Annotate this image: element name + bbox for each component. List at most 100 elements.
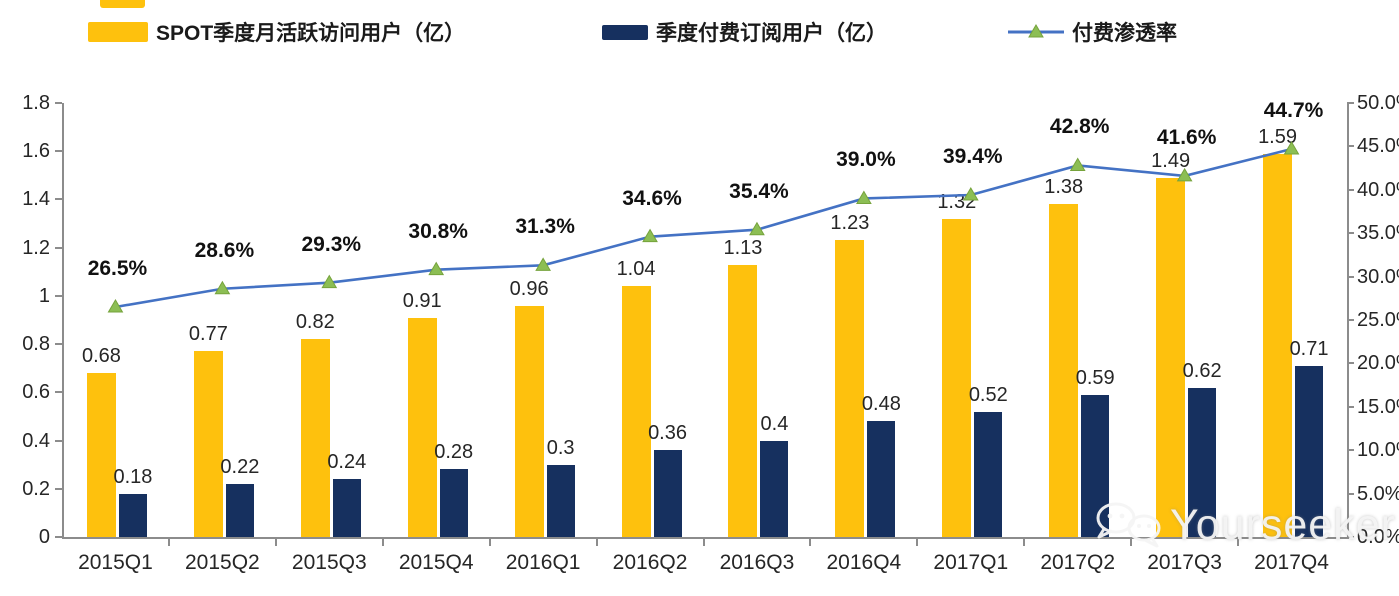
penetration-marker bbox=[214, 280, 231, 295]
penetration-label: 39.4% bbox=[943, 145, 1003, 168]
penetration-label: 41.6% bbox=[1156, 125, 1217, 149]
penetration-label: 29.3% bbox=[301, 232, 362, 256]
penetration-label: 28.6% bbox=[194, 238, 255, 262]
bar-label-mau: 1.38 bbox=[1044, 176, 1084, 199]
bar-subs bbox=[546, 464, 575, 537]
penetration-marker bbox=[428, 261, 445, 276]
bar-mau bbox=[942, 218, 972, 537]
bar-subs bbox=[974, 411, 1003, 537]
right-axis-tick bbox=[1347, 232, 1354, 235]
right-axis-tick bbox=[1347, 275, 1354, 278]
x-axis-tick bbox=[1130, 539, 1133, 546]
right-axis-label: 45.0% bbox=[1357, 135, 1399, 158]
x-axis-tick bbox=[916, 539, 919, 546]
left-axis-label: 0.6 bbox=[22, 381, 50, 404]
bar-mau bbox=[407, 317, 437, 537]
left-axis-tick bbox=[55, 487, 62, 490]
bar-subs bbox=[1188, 387, 1217, 537]
left-axis-tick bbox=[55, 150, 62, 153]
bar-label-mau: 1.49 bbox=[1151, 149, 1191, 172]
bar-label-subs: 0.28 bbox=[434, 441, 474, 464]
legend-label-penetration: 付费渗透率 bbox=[1072, 22, 1177, 45]
x-axis-label: 2015Q4 bbox=[398, 551, 474, 574]
penetration-label: 30.8% bbox=[408, 219, 468, 243]
legend-item-mau: SPOT季度月活跃访问用户（亿） bbox=[88, 19, 465, 45]
bar-label-mau: 0.68 bbox=[82, 345, 121, 368]
left-axis-label: 1.6 bbox=[22, 140, 50, 163]
bar-subs bbox=[1081, 394, 1110, 537]
penetration-marker bbox=[1283, 141, 1300, 155]
legend-label-subs: 季度付费订阅用户（亿） bbox=[656, 22, 887, 45]
penetration-marker bbox=[107, 298, 124, 313]
x-axis-tick bbox=[595, 539, 598, 546]
penetration-marker bbox=[749, 221, 765, 236]
left-axis-tick bbox=[55, 536, 62, 538]
legend-item-subs: 季度付费订阅用户（亿） bbox=[602, 19, 887, 45]
left-axis-label: 0 bbox=[38, 526, 50, 548]
penetration-marker bbox=[1176, 167, 1193, 182]
penetration-label: 44.7% bbox=[1263, 99, 1324, 123]
penetration-label: 42.8% bbox=[1049, 115, 1110, 139]
bar-subs bbox=[1295, 365, 1324, 537]
bar-mau bbox=[86, 373, 116, 537]
bar-subs bbox=[118, 493, 147, 537]
x-axis-tick bbox=[381, 539, 384, 546]
right-axis-label: 0.0% bbox=[1357, 526, 1399, 548]
left-axis-tick bbox=[55, 294, 62, 297]
left-axis-label: 0.8 bbox=[22, 333, 50, 356]
right-axis-label: 25.0% bbox=[1357, 309, 1399, 331]
bar-mau bbox=[514, 305, 544, 537]
bar-label-mau: 0.82 bbox=[295, 311, 335, 334]
bar-label-subs: 0.3 bbox=[546, 436, 575, 459]
bar-label-subs: 0.18 bbox=[113, 465, 153, 488]
penetration-marker bbox=[321, 274, 338, 289]
bar-label-subs: 0.62 bbox=[1182, 359, 1222, 382]
left-axis-label: 1.8 bbox=[22, 92, 50, 114]
left-axis-tick bbox=[55, 343, 62, 346]
penetration-marker bbox=[856, 190, 872, 204]
right-axis-tick bbox=[1347, 102, 1354, 104]
right-axis-label: 10.0% bbox=[1357, 439, 1399, 462]
wechat-icon bbox=[1096, 502, 1161, 548]
bar-label-mau: 1.04 bbox=[616, 258, 656, 281]
right-axis-tick bbox=[1347, 492, 1354, 495]
bar-label-subs: 0.4 bbox=[760, 412, 789, 435]
x-axis-label: 2016Q4 bbox=[826, 551, 902, 574]
bar-label-mau: 0.77 bbox=[188, 323, 228, 346]
left-axis-tick bbox=[55, 198, 62, 201]
bar-label-subs: 0.48 bbox=[861, 393, 901, 416]
bar-label-subs: 0.36 bbox=[648, 422, 687, 445]
right-axis-tick bbox=[1347, 405, 1354, 408]
line-marker-icon bbox=[1008, 24, 1064, 38]
subs-legend-swatch bbox=[602, 24, 648, 40]
bar-label-subs: 0.24 bbox=[327, 451, 367, 474]
x-axis-label: 2017Q4 bbox=[1254, 551, 1329, 574]
penetration-label: 34.6% bbox=[622, 186, 682, 210]
bar-subs bbox=[867, 421, 896, 537]
bar-mau bbox=[728, 264, 758, 537]
bar-mau bbox=[300, 339, 330, 537]
x-axis-tick bbox=[702, 539, 705, 546]
bar-subs bbox=[653, 450, 682, 537]
legend-label-mau: SPOT季度月活跃访问用户（亿） bbox=[156, 22, 466, 45]
penetration-label: 35.4% bbox=[729, 179, 789, 203]
left-axis-tick bbox=[55, 391, 62, 394]
right-axis-label: 15.0% bbox=[1357, 395, 1399, 418]
right-axis-tick bbox=[1347, 362, 1354, 365]
bar-label-subs: 0.71 bbox=[1289, 337, 1329, 360]
left-axis-label: 1 bbox=[38, 284, 50, 307]
bar-mau bbox=[1049, 204, 1079, 537]
bar-subs bbox=[332, 479, 361, 537]
bar-subs bbox=[225, 483, 254, 537]
x-axis-label: 2016Q1 bbox=[505, 551, 581, 574]
left-axis-tick bbox=[55, 102, 62, 104]
watermark: Yourseeker bbox=[1090, 496, 1396, 554]
plot-area: 0.68 0.18 26.5% 0.77 0.22 28.6% 0.82 0.24 29.3% 0… bbox=[62, 99, 1349, 539]
bar-mau bbox=[835, 240, 865, 537]
legend-artifact bbox=[100, 0, 145, 8]
x-axis-tick bbox=[809, 539, 812, 546]
x-axis-tick bbox=[274, 539, 277, 546]
x-axis-label: 2017Q3 bbox=[1147, 551, 1222, 574]
x-axis-label: 2015Q1 bbox=[78, 551, 153, 574]
